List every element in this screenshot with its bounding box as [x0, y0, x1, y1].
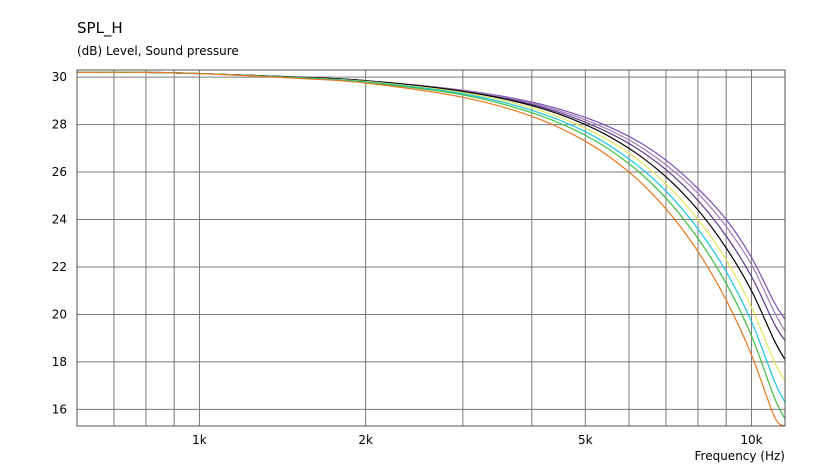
x-axis-label: Frequency (Hz) [695, 449, 786, 463]
series-line-6 [77, 71, 785, 403]
series-line-2 [77, 71, 785, 332]
y-tick-labels: 30 28 26 24 22 20 18 16 [52, 70, 67, 416]
x-tick-label: 2k [358, 433, 373, 447]
y-tick-label: 20 [52, 307, 67, 321]
y-tick-label: 16 [52, 402, 67, 416]
series-line-1 [77, 71, 785, 320]
x-tick-label: 1k [192, 433, 207, 447]
y-tick-label: 26 [52, 165, 67, 179]
series-line-8 [77, 71, 785, 426]
series-line-4 [77, 71, 785, 360]
y-axis-label: (dB) Level, Sound pressure [77, 44, 239, 58]
x-tick-label: 10k [740, 433, 762, 447]
x-tick-label: 5k [578, 433, 593, 447]
series-line-3 [77, 71, 785, 341]
series-lines [77, 71, 785, 426]
series-line-5 [77, 71, 785, 382]
chart-title: SPL_H [77, 19, 123, 38]
y-tick-label: 18 [52, 355, 67, 369]
grid [76, 70, 785, 426]
x-tick-labels: 1k 2k 5k 10k [192, 433, 762, 447]
y-tick-label: 22 [52, 260, 67, 274]
plot-frame [76, 69, 786, 427]
y-tick-label: 24 [52, 213, 67, 227]
y-tick-label: 30 [52, 70, 67, 84]
y-tick-label: 28 [52, 118, 67, 132]
